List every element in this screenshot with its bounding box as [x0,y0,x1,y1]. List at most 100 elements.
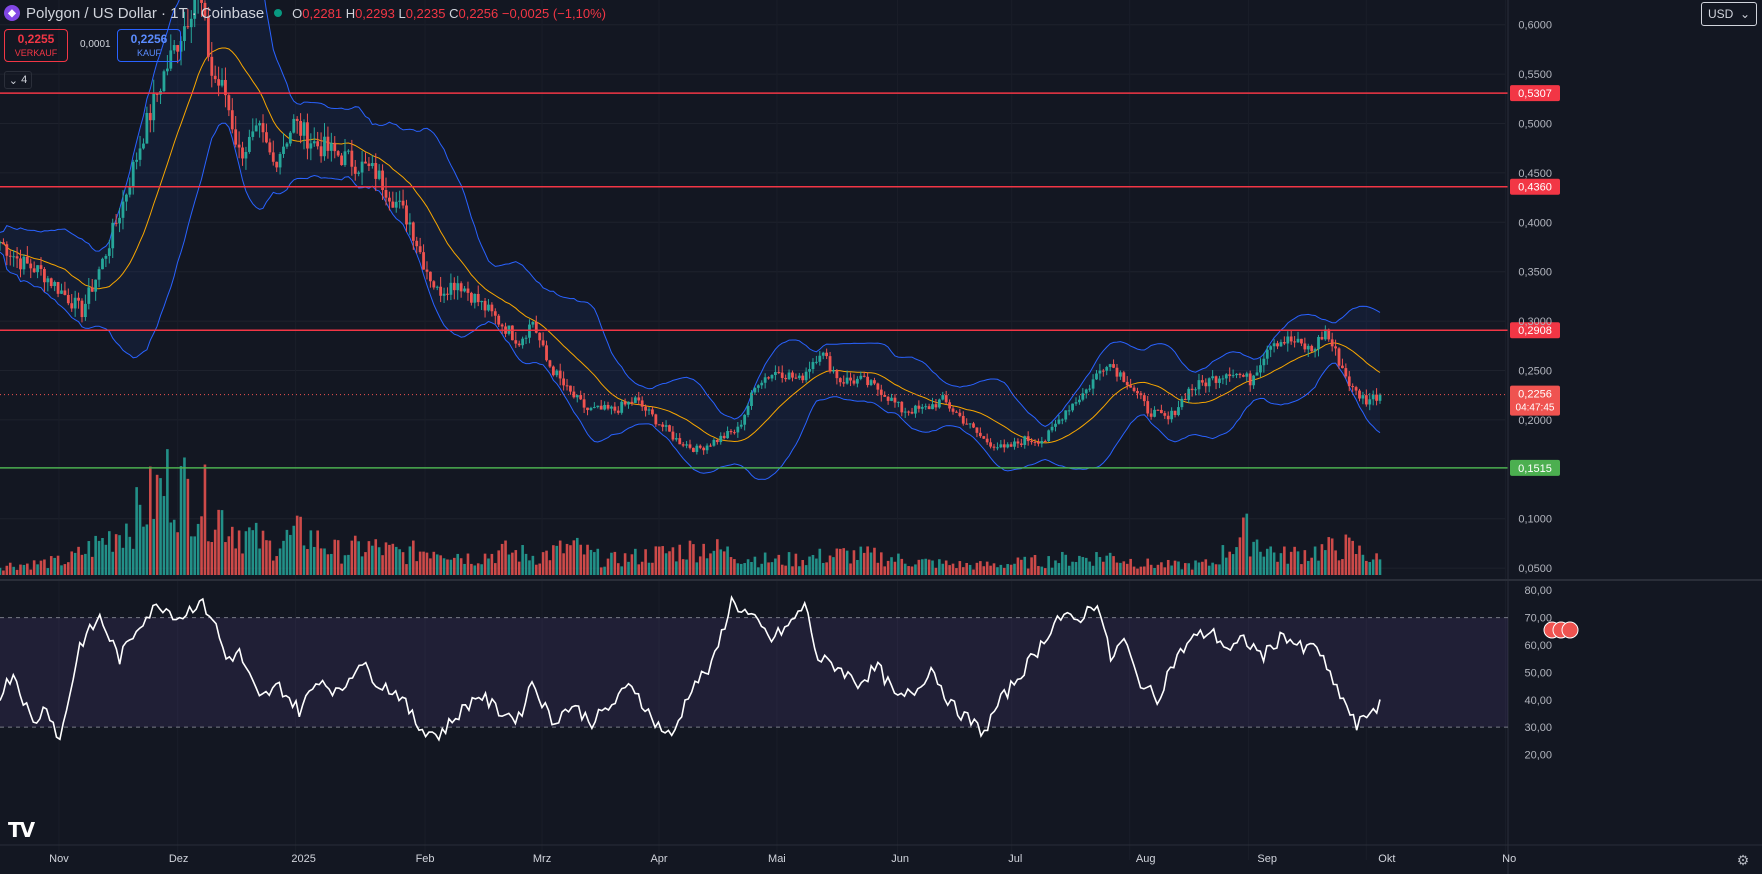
volume-bar [1255,539,1259,575]
volume-bar [1153,567,1156,575]
indicators-toggle-button[interactable]: ⌄ 4 [4,71,32,89]
volume-bar [49,556,53,575]
volume-bar [565,543,569,575]
candle-body [278,153,282,168]
volume-bar [429,558,432,575]
candle-body [978,432,982,437]
volume-bar [1163,567,1167,575]
volume-bar [886,560,890,575]
volume-bar [729,557,733,575]
volume-bar [275,556,278,575]
volume-bar [1361,554,1365,575]
sma-line [0,47,1381,444]
volume-bar [1286,563,1290,575]
volume-bar [84,553,87,575]
volume-bar [19,564,22,575]
candle-body [934,404,938,408]
candle-body [360,161,364,173]
candle-body [131,161,135,188]
gear-icon[interactable]: ⚙ [1736,851,1750,868]
volume-bar [1228,551,1232,575]
candle-body [312,141,316,144]
volume-bar [1194,560,1197,575]
volume-bar [326,554,330,575]
price-axis-tick: 0,2500 [1518,366,1552,378]
candle-body [258,123,262,126]
candle-body [439,286,443,296]
candle-body [1248,373,1252,386]
buy-button[interactable]: 0,2256 KAUF [117,29,181,62]
volume-bar [927,559,931,575]
volume-bar [394,546,398,575]
candle-body [1002,444,1006,448]
candle-body [234,129,238,145]
candle-body [1197,380,1201,390]
volume-bar [483,553,487,575]
candle-body [469,292,473,303]
candle-body [1098,370,1102,374]
candle-body [586,407,589,411]
candle-body [172,45,176,51]
volume-bar [1156,564,1160,575]
volume-bar [1317,560,1320,575]
time-axis-label: Nov [49,853,69,865]
volume-bar [603,566,606,575]
candle-body [1317,336,1320,350]
candle-body [1276,343,1279,347]
candle-body [500,324,504,327]
candle-body [1153,409,1156,417]
candle-body [1289,336,1293,342]
price-axis-tick: 0,4500 [1518,168,1552,180]
candle-body [948,402,952,409]
volume-bar [500,543,504,575]
candle-body [63,290,67,295]
volume-bar [254,522,258,575]
volume-bar [391,543,395,575]
candle-body [176,45,180,52]
candle-body [142,143,145,149]
volume-bar [815,558,818,575]
bollinger-upper-line [0,0,1381,427]
volume-bar [825,562,828,575]
volume-bar [1037,566,1040,575]
candle-body [992,446,996,448]
volume-bar [1030,557,1033,575]
volume-bar [217,509,220,575]
candle-body [1344,368,1348,377]
time-axis-label: Mrz [533,853,551,865]
candle-body [247,136,251,152]
volume-bar [903,563,907,575]
volume-bar [26,563,29,575]
candle-body [1286,336,1290,344]
volume-bar [1136,568,1139,575]
time-axis-label: Jun [891,853,909,865]
volume-bar [975,562,979,575]
candle-body [647,409,651,411]
symbol-header: ◆ Polygon / US Dollar · 1T · Coinbase O0… [4,2,606,24]
candle-body [1245,373,1249,377]
candle-body [319,146,323,157]
price-axis-tick: 0,3000 [1518,316,1552,328]
sell-button[interactable]: 0,2255 VERKAUF [4,29,68,62]
candle-body [473,293,477,303]
candle-body [770,375,774,379]
volume-bar [1098,557,1102,575]
volume-bar [340,563,343,575]
candle-body [94,279,98,292]
candle-body [282,146,285,154]
candle-body [1163,413,1167,416]
volume-bar [439,555,442,575]
volume-bar [43,559,46,575]
rsi-axis-tick: 60,00 [1524,640,1552,652]
candle-body [1228,374,1232,376]
volume-bar [381,555,384,575]
candle-body [917,405,921,409]
volume-bar [1180,569,1184,575]
volume-bar [1218,564,1221,575]
earnings-flag-icon[interactable] [1561,621,1579,639]
symbol-title[interactable]: Polygon / US Dollar · 1T · Coinbase [26,4,265,22]
volume-bar [1177,561,1180,575]
currency-select[interactable]: USD ⌄ [1701,2,1757,26]
